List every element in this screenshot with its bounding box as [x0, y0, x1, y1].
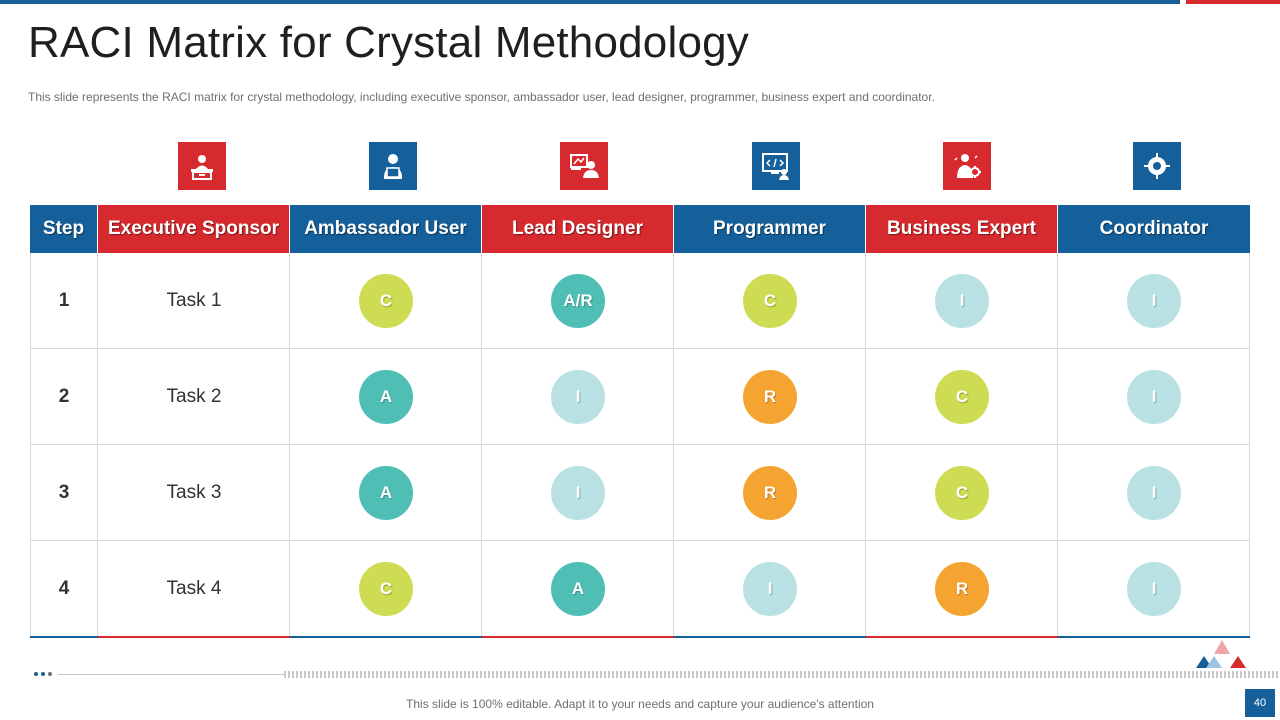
header-business-expert: Business Expert	[866, 205, 1058, 253]
page-title: RACI Matrix for Crystal Methodology	[28, 18, 749, 67]
bottom-border	[866, 636, 1058, 638]
raci-badge: A/R	[551, 274, 605, 328]
raci-badge: I	[743, 562, 797, 616]
grid-line	[289, 253, 290, 637]
bottom-border	[30, 636, 98, 638]
raci-badge: R	[743, 466, 797, 520]
header-ambassador-user: Ambassador User	[290, 205, 482, 253]
grid-line	[865, 253, 866, 637]
task-name: Task 2	[166, 386, 222, 407]
hatched-divider	[284, 671, 1280, 678]
raci-badge: I	[1127, 370, 1181, 424]
step-number: 3	[58, 482, 70, 503]
raci-badge: C	[359, 274, 413, 328]
task-name: Task 4	[166, 578, 222, 599]
raci-badge: R	[743, 370, 797, 424]
raci-badge: R	[935, 562, 989, 616]
header-step: Step	[30, 205, 98, 253]
raci-badge: C	[935, 370, 989, 424]
footer-note: This slide is 100% editable. Adapt it to…	[406, 697, 874, 711]
bottom-border	[98, 636, 290, 638]
grid-line	[30, 348, 1250, 349]
grid-line	[30, 253, 31, 637]
raci-badge: C	[359, 562, 413, 616]
top-accent-bar-red	[1186, 0, 1280, 4]
programmer-monitor-icon	[752, 142, 800, 190]
progress-dots	[34, 672, 52, 676]
header-lead-designer: Lead Designer	[482, 205, 674, 253]
page-number: 40	[1245, 689, 1275, 717]
step-number: 2	[58, 386, 70, 407]
raci-badge: I	[551, 370, 605, 424]
raci-badge: I	[935, 274, 989, 328]
raci-badge: C	[743, 274, 797, 328]
triangle-logo-icon	[1196, 640, 1246, 668]
raci-badge: A	[359, 466, 413, 520]
step-number: 4	[58, 578, 70, 599]
divider-line	[58, 674, 284, 675]
bottom-border	[1058, 636, 1250, 638]
raci-badge: A	[551, 562, 605, 616]
target-icon	[1133, 142, 1181, 190]
grid-line	[673, 253, 674, 637]
task-name: Task 1	[166, 290, 222, 311]
user-laptop-icon	[369, 142, 417, 190]
grid-line	[481, 253, 482, 637]
designer-icon	[560, 142, 608, 190]
task-name: Task 3	[166, 482, 222, 503]
top-accent-bar-blue	[0, 0, 1180, 4]
grid-line	[30, 540, 1250, 541]
raci-badge: C	[935, 466, 989, 520]
grid-line	[30, 444, 1250, 445]
raci-badge: I	[551, 466, 605, 520]
bottom-border	[290, 636, 482, 638]
grid-line	[1057, 253, 1058, 637]
grid-line	[1249, 253, 1250, 637]
raci-badge: I	[1127, 274, 1181, 328]
page-subtitle: This slide represents the RACI matrix fo…	[28, 90, 935, 104]
header-programmer: Programmer	[674, 205, 866, 253]
header-executive-sponsor: Executive Sponsor	[98, 205, 290, 253]
raci-badge: A	[359, 370, 413, 424]
grid-line	[97, 253, 98, 637]
raci-badge: I	[1127, 562, 1181, 616]
executive-desk-icon	[178, 142, 226, 190]
header-coordinator: Coordinator	[1058, 205, 1250, 253]
business-expert-gear-icon	[943, 142, 991, 190]
bottom-border	[674, 636, 866, 638]
step-number: 1	[58, 290, 70, 311]
bottom-border	[482, 636, 674, 638]
raci-badge: I	[1127, 466, 1181, 520]
